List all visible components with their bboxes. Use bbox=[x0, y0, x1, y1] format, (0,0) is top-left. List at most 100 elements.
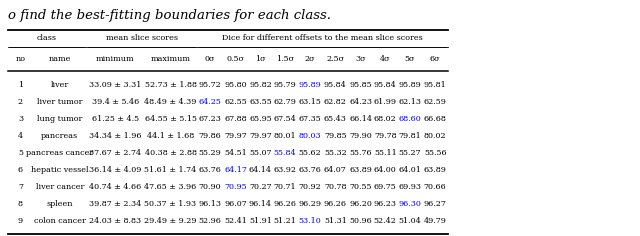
Text: minimum: minimum bbox=[96, 55, 134, 63]
Text: 2σ: 2σ bbox=[305, 55, 316, 63]
Text: 95.81: 95.81 bbox=[424, 81, 447, 89]
Text: 0σ: 0σ bbox=[205, 55, 215, 63]
Text: 95.89: 95.89 bbox=[399, 81, 421, 89]
Text: lung tumor: lung tumor bbox=[37, 115, 83, 123]
Text: 37.67 ± 2.74: 37.67 ± 2.74 bbox=[89, 149, 141, 157]
Text: 95.85: 95.85 bbox=[349, 81, 372, 89]
Text: 96.07: 96.07 bbox=[224, 200, 247, 208]
Text: 95.82: 95.82 bbox=[249, 81, 272, 89]
Text: Dice for different offsets to the mean slice scores: Dice for different offsets to the mean s… bbox=[222, 34, 423, 42]
Text: 51.91: 51.91 bbox=[249, 217, 272, 225]
Text: 80.02: 80.02 bbox=[424, 132, 447, 140]
Text: 61.99: 61.99 bbox=[374, 98, 397, 106]
Text: 61.25 ± 4.5: 61.25 ± 4.5 bbox=[92, 115, 139, 123]
Text: 55.76: 55.76 bbox=[349, 149, 372, 157]
Text: 66.14: 66.14 bbox=[349, 115, 372, 123]
Text: 63.89: 63.89 bbox=[349, 166, 372, 174]
Text: 3σ: 3σ bbox=[355, 55, 366, 63]
Text: 55.29: 55.29 bbox=[198, 149, 221, 157]
Text: liver tumor: liver tumor bbox=[37, 98, 83, 106]
Text: 67.35: 67.35 bbox=[299, 115, 321, 123]
Text: 64.55 ± 5.15: 64.55 ± 5.15 bbox=[145, 115, 196, 123]
Text: 64.17: 64.17 bbox=[224, 166, 247, 174]
Text: 6σ: 6σ bbox=[430, 55, 440, 63]
Text: 79.97: 79.97 bbox=[224, 132, 247, 140]
Text: 0.5σ: 0.5σ bbox=[227, 55, 244, 63]
Text: 62.55: 62.55 bbox=[224, 98, 247, 106]
Text: 39.87 ± 2.34: 39.87 ± 2.34 bbox=[89, 200, 141, 208]
Text: 7: 7 bbox=[18, 183, 23, 191]
Text: 80.01: 80.01 bbox=[274, 132, 296, 140]
Text: 79.85: 79.85 bbox=[324, 132, 347, 140]
Text: 1.5σ: 1.5σ bbox=[276, 55, 294, 63]
Text: 55.11: 55.11 bbox=[374, 149, 397, 157]
Text: 95.79: 95.79 bbox=[274, 81, 296, 89]
Text: class: class bbox=[37, 34, 57, 42]
Text: 47.65 ± 3.96: 47.65 ± 3.96 bbox=[145, 183, 196, 191]
Text: 5σ: 5σ bbox=[404, 55, 415, 63]
Text: 67.54: 67.54 bbox=[274, 115, 296, 123]
Text: 55.32: 55.32 bbox=[324, 149, 347, 157]
Text: 70.27: 70.27 bbox=[249, 183, 272, 191]
Text: 40.74 ± 4.66: 40.74 ± 4.66 bbox=[89, 183, 141, 191]
Text: 79.81: 79.81 bbox=[399, 132, 421, 140]
Text: 66.68: 66.68 bbox=[424, 115, 447, 123]
Text: 68.02: 68.02 bbox=[374, 115, 397, 123]
Text: 70.78: 70.78 bbox=[324, 183, 347, 191]
Text: 55.27: 55.27 bbox=[399, 149, 421, 157]
Text: 62.13: 62.13 bbox=[399, 98, 421, 106]
Text: 55.07: 55.07 bbox=[249, 149, 272, 157]
Text: 95.72: 95.72 bbox=[198, 81, 221, 89]
Text: 62.59: 62.59 bbox=[424, 98, 447, 106]
Text: 54.51: 54.51 bbox=[224, 149, 247, 157]
Text: 96.26: 96.26 bbox=[274, 200, 296, 208]
Text: 95.84: 95.84 bbox=[374, 81, 397, 89]
Text: 64.00: 64.00 bbox=[374, 166, 397, 174]
Text: 63.76: 63.76 bbox=[198, 166, 221, 174]
Text: 29.49 ± 9.29: 29.49 ± 9.29 bbox=[144, 217, 197, 225]
Text: mean slice scores: mean slice scores bbox=[106, 34, 178, 42]
Text: 2: 2 bbox=[18, 98, 23, 106]
Text: 70.71: 70.71 bbox=[274, 183, 296, 191]
Text: 64.07: 64.07 bbox=[324, 166, 347, 174]
Text: 63.92: 63.92 bbox=[274, 166, 296, 174]
Text: 34.34 ± 1.96: 34.34 ± 1.96 bbox=[89, 132, 141, 140]
Text: 95.84: 95.84 bbox=[324, 81, 347, 89]
Text: 24.03 ± 8.83: 24.03 ± 8.83 bbox=[89, 217, 141, 225]
Text: o find the best-fitting boundaries for each class.: o find the best-fitting boundaries for e… bbox=[8, 9, 331, 22]
Text: hepatic vessel: hepatic vessel bbox=[31, 166, 88, 174]
Text: 52.96: 52.96 bbox=[198, 217, 221, 225]
Text: 70.95: 70.95 bbox=[224, 183, 247, 191]
Text: 95.89: 95.89 bbox=[299, 81, 321, 89]
Text: 5: 5 bbox=[18, 149, 23, 157]
Text: 1σ: 1σ bbox=[255, 55, 266, 63]
Text: 67.23: 67.23 bbox=[198, 115, 221, 123]
Text: 52.73 ± 1.88: 52.73 ± 1.88 bbox=[145, 81, 196, 89]
Text: 36.14 ± 4.09: 36.14 ± 4.09 bbox=[89, 166, 141, 174]
Text: 63.15: 63.15 bbox=[299, 98, 321, 106]
Text: 96.27: 96.27 bbox=[424, 200, 447, 208]
Text: maximum: maximum bbox=[150, 55, 191, 63]
Text: 70.55: 70.55 bbox=[349, 183, 372, 191]
Text: 51.04: 51.04 bbox=[399, 217, 421, 225]
Text: 70.90: 70.90 bbox=[198, 183, 221, 191]
Text: 49.79: 49.79 bbox=[424, 217, 447, 225]
Text: 51.21: 51.21 bbox=[274, 217, 296, 225]
Text: 55.62: 55.62 bbox=[299, 149, 321, 157]
Text: 6: 6 bbox=[18, 166, 23, 174]
Text: spleen: spleen bbox=[47, 200, 73, 208]
Text: 64.25: 64.25 bbox=[198, 98, 221, 106]
Text: 96.30: 96.30 bbox=[399, 200, 421, 208]
Text: colon cancer: colon cancer bbox=[34, 217, 86, 225]
Text: 48.49 ± 4.39: 48.49 ± 4.39 bbox=[145, 98, 196, 106]
Text: 4σ: 4σ bbox=[380, 55, 390, 63]
Text: 63.76: 63.76 bbox=[299, 166, 321, 174]
Text: 51.31: 51.31 bbox=[324, 217, 347, 225]
Text: 55.56: 55.56 bbox=[424, 149, 447, 157]
Text: 67.88: 67.88 bbox=[224, 115, 247, 123]
Text: 8: 8 bbox=[18, 200, 23, 208]
Text: no: no bbox=[15, 55, 26, 63]
Text: 96.29: 96.29 bbox=[299, 200, 321, 208]
Text: 53.10: 53.10 bbox=[299, 217, 321, 225]
Text: 79.90: 79.90 bbox=[349, 132, 372, 140]
